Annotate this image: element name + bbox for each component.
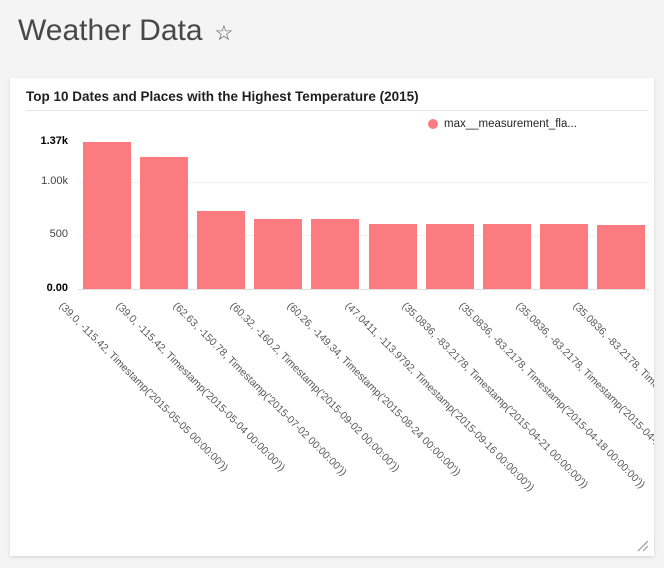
legend-item[interactable]: max__measurement_fla... — [428, 118, 577, 130]
x-axis-label: (47.0411, -113.9792, Timestamp('2015-09-… — [342, 300, 536, 494]
favorite-star-icon[interactable]: ☆ — [214, 22, 234, 45]
y-axis-tick-label: 1.37k — [40, 135, 68, 147]
x-axis-line — [78, 289, 650, 290]
x-axis-label: (35.0836, -83.2178, Timestamp('2015-04-1… — [513, 300, 654, 491]
divider — [26, 110, 648, 111]
bar-3[interactable] — [196, 210, 246, 289]
bar-6[interactable] — [368, 223, 417, 289]
x-axis-label: (35.0836, -83.2178, Timestamp('2015-04-2… — [399, 300, 591, 491]
bar-2[interactable] — [139, 157, 188, 289]
chart-card: Top 10 Dates and Places with the Highest… — [10, 78, 654, 556]
legend-label: max__measurement_fla... — [444, 118, 577, 130]
bar-chart: 1.37k 1.00k 500 0.00 (39.0, -115.42, Timesta… — [10, 78, 654, 556]
bar-1[interactable] — [82, 142, 131, 289]
bar-4[interactable] — [254, 218, 303, 289]
gridline — [78, 181, 650, 183]
y-axis-tick-label: 0.00 — [46, 282, 68, 294]
resize-handle[interactable] — [637, 540, 649, 552]
bar-5[interactable] — [311, 219, 360, 289]
y-axis-tick-label: 500 — [49, 228, 68, 241]
chart-title: Top 10 Dates and Places with the Highest… — [26, 89, 419, 104]
bar-10[interactable] — [597, 224, 646, 289]
page-header: Weather Data ☆ — [18, 14, 233, 48]
y-axis-tick-label: 1.00k — [41, 174, 68, 187]
bar-9[interactable] — [540, 224, 589, 289]
gridline — [78, 235, 650, 237]
bar-7[interactable] — [425, 223, 474, 289]
legend-marker-icon — [428, 119, 438, 129]
resize-icon — [637, 540, 649, 552]
bar-8[interactable] — [482, 224, 532, 289]
x-axis-label: (35.0836, -83.2178, Timestamp('2015-04-1… — [456, 300, 648, 491]
page-title: Weather Data — [18, 14, 203, 47]
